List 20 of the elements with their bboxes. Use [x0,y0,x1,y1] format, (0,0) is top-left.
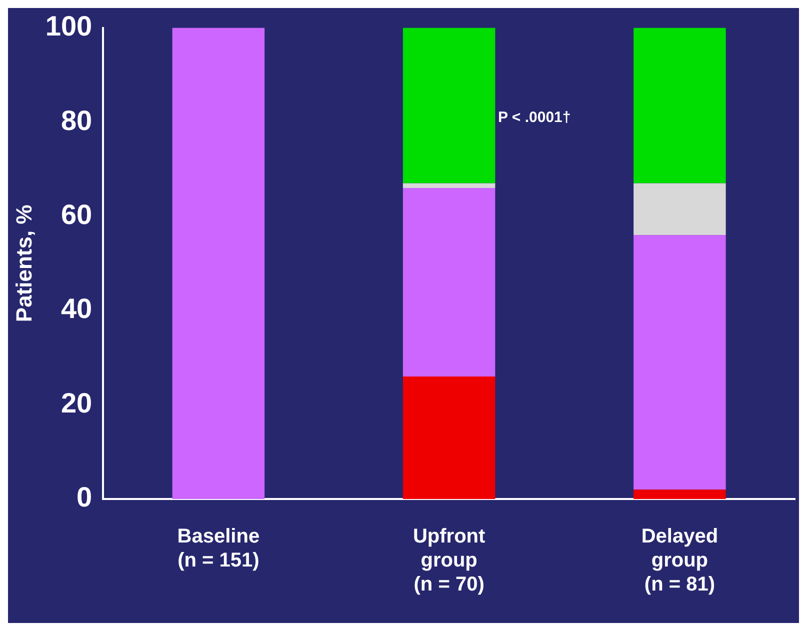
y-tick-label: 60 [60,199,92,230]
bar [402,183,496,188]
bar [402,376,496,499]
bar [172,28,265,499]
annotation: P < .0001† [498,109,571,126]
x-tick-label: Delayed group (n = 81) [641,526,718,596]
x-tick-label: Baseline (n = 151) [177,526,260,572]
y-tick-label: 40 [60,293,92,324]
bar [634,235,726,490]
y-tick-label: 80 [60,104,92,136]
x-tick-label: Upfront group (n = 70) [412,526,486,596]
bar [402,188,496,376]
bar [402,28,496,184]
bar [634,28,726,184]
bar [634,490,726,499]
y-tick-label: 20 [60,387,92,418]
bar [634,183,726,236]
y-tick-label: 100 [45,10,92,42]
y-axis-title: Patients, % [11,204,36,322]
y-tick-label: 0 [76,482,92,513]
